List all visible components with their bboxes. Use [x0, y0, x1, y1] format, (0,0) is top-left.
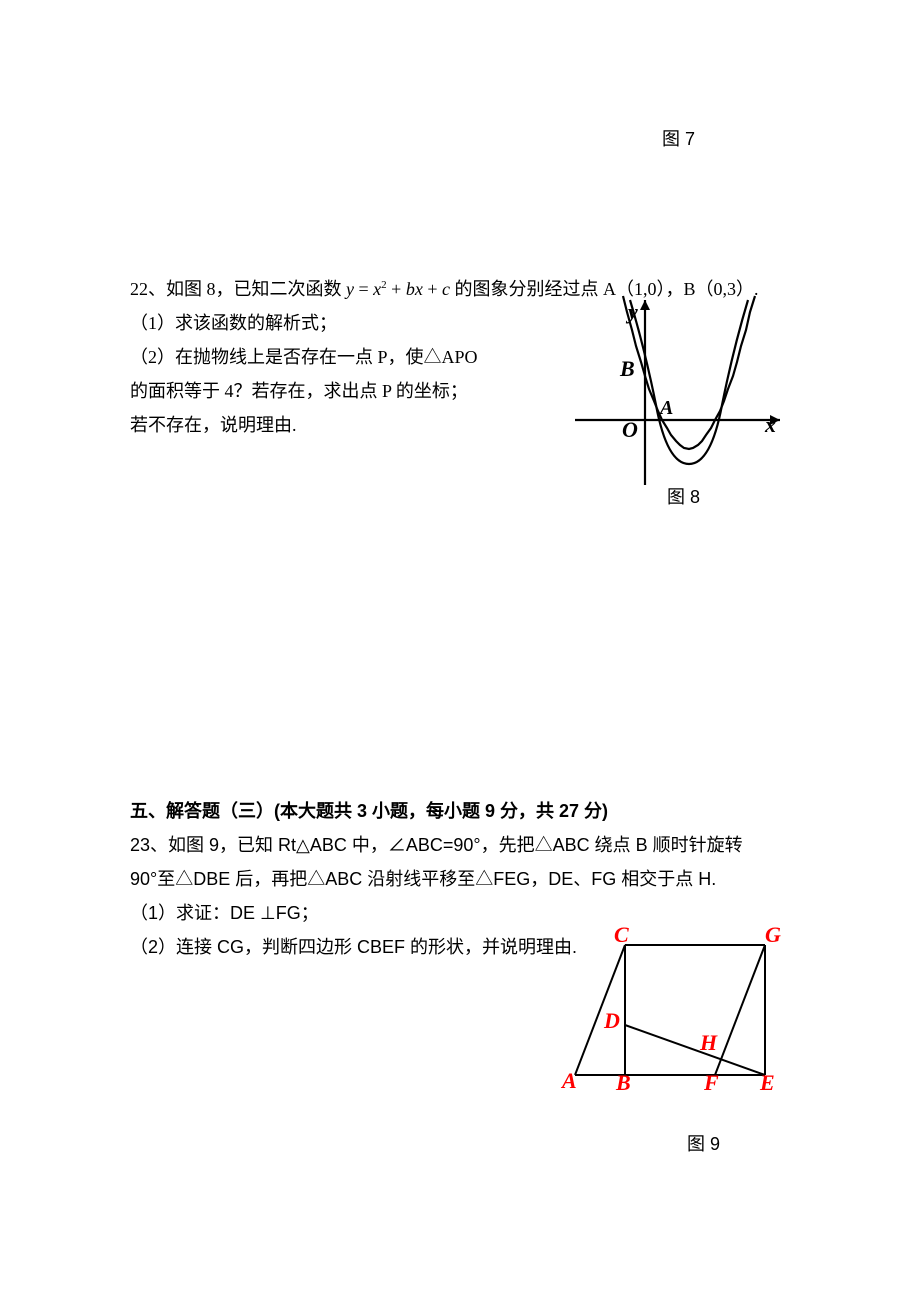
pt-H: H [699, 1030, 718, 1055]
axis-x-label: x [764, 412, 776, 437]
figure-9-label: 图 9 [687, 1130, 720, 1156]
origin-label: O [622, 417, 638, 442]
q23-line2: 90°至△DBE 后，再把△ABC 沿射线平移至△FEG，DE、FG 相交于点 … [130, 862, 790, 896]
eq-plus2: + [423, 279, 442, 299]
pt-E: E [759, 1070, 775, 1090]
eq-equals: = [354, 279, 373, 299]
q23-line1: 23、如图 9，已知 Rt△ABC 中，∠ABC=90°，先把△ABC 绕点 B… [130, 828, 790, 862]
page: 图 7 22、如图 8，已知二次函数 y = x2 + bx + c 的图象分别… [0, 0, 920, 1302]
eq-b: b [406, 279, 415, 299]
point-B-label: B [619, 356, 635, 381]
pt-A: A [560, 1068, 577, 1090]
eq-x2: x [415, 279, 423, 299]
eq-x1: x [373, 279, 381, 299]
figure-7-label: 图 7 [662, 125, 695, 151]
eq-y: y [346, 279, 354, 299]
section-5-heading: 五、解答题（三）(本大题共 3 小题，每小题 9 分，共 27 分) [130, 794, 790, 828]
q23-graph: A B C D E F G H [560, 920, 785, 1090]
eq-plus1: + [387, 279, 406, 299]
pt-B: B [615, 1070, 631, 1090]
pt-C: C [614, 922, 629, 947]
pt-D: D [603, 1008, 620, 1033]
figure-8-label: 图 8 [667, 483, 700, 509]
q22-graph: y x O A B [570, 290, 790, 490]
pt-F: F [703, 1070, 719, 1090]
point-A-label: A [658, 397, 673, 419]
eq-c: c [442, 279, 450, 299]
pt-G: G [765, 922, 781, 947]
q22-line1-prefix: 22、如图 8，已知二次函数 [130, 279, 342, 299]
